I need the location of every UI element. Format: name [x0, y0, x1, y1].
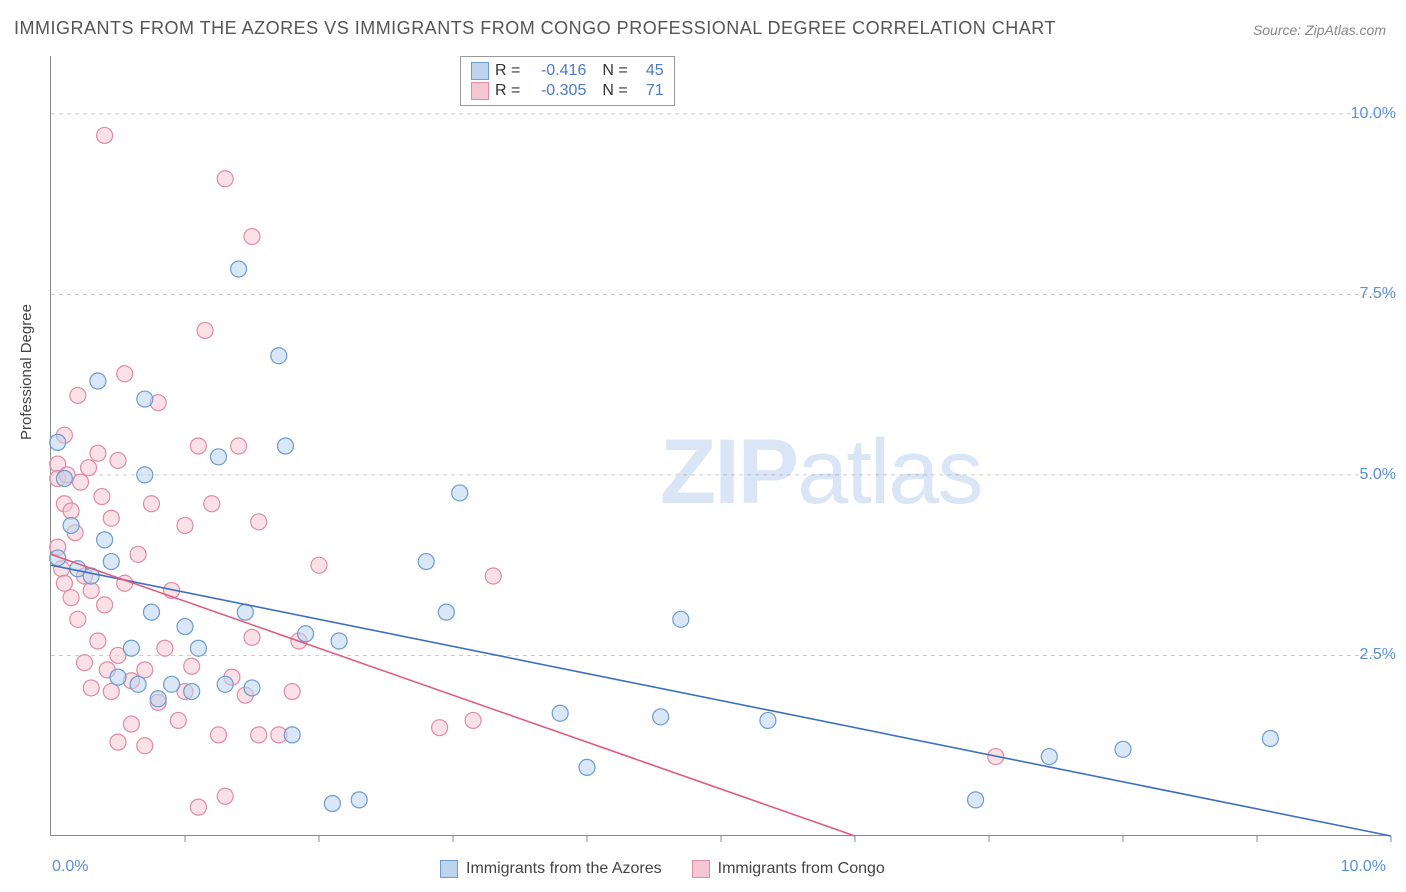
- source-attribution: Source: ZipAtlas.com: [1253, 22, 1386, 38]
- y-tick-label: 5.0%: [1360, 466, 1396, 484]
- legend-n-value-b: 71: [634, 82, 664, 100]
- legend-n-value-a: 45: [634, 62, 664, 80]
- y-tick-label: 7.5%: [1360, 285, 1396, 303]
- legend-item-series-b: Immigrants from Congo: [692, 860, 885, 878]
- legend-r-value-a: -0.416: [526, 62, 586, 80]
- legend-r-value-b: -0.305: [526, 82, 586, 100]
- swatch-series-b: [471, 82, 489, 100]
- legend-label-series-a: Immigrants from the Azores: [466, 860, 662, 878]
- legend-n-label: N =: [602, 82, 627, 100]
- swatch-series-a: [440, 860, 458, 878]
- chart-svg: [51, 56, 1390, 835]
- legend-correlation-box: R = -0.416 N = 45 R = -0.305 N = 71: [460, 56, 675, 106]
- legend-item-series-a: Immigrants from the Azores: [440, 860, 662, 878]
- x-axis-min-label: 0.0%: [52, 858, 88, 876]
- legend-r-label: R =: [495, 62, 520, 80]
- legend-bottom: Immigrants from the Azores Immigrants fr…: [440, 860, 885, 878]
- chart-title: IMMIGRANTS FROM THE AZORES VS IMMIGRANTS…: [14, 18, 1056, 39]
- swatch-series-b: [692, 860, 710, 878]
- legend-r-label: R =: [495, 82, 520, 100]
- y-axis-label: Professional Degree: [18, 304, 35, 440]
- legend-row-series-a: R = -0.416 N = 45: [471, 61, 664, 81]
- legend-n-label: N =: [602, 62, 627, 80]
- x-axis-max-label: 10.0%: [1341, 858, 1386, 876]
- y-tick-label: 10.0%: [1351, 105, 1396, 123]
- legend-label-series-b: Immigrants from Congo: [718, 860, 885, 878]
- plot-area: [50, 56, 1390, 836]
- legend-row-series-b: R = -0.305 N = 71: [471, 81, 664, 101]
- swatch-series-a: [471, 62, 489, 80]
- y-tick-label: 2.5%: [1360, 646, 1396, 664]
